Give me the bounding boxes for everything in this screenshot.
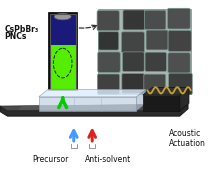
- FancyBboxPatch shape: [122, 73, 144, 94]
- Polygon shape: [18, 105, 136, 110]
- Text: Anti-solvent: Anti-solvent: [85, 155, 131, 164]
- FancyBboxPatch shape: [121, 32, 144, 53]
- Text: Precursor: Precursor: [33, 155, 69, 164]
- Ellipse shape: [54, 13, 71, 20]
- FancyBboxPatch shape: [146, 30, 168, 50]
- Text: Acoustic
Actuation: Acoustic Actuation: [169, 129, 206, 149]
- Bar: [98, 9, 191, 94]
- Polygon shape: [0, 104, 188, 111]
- FancyBboxPatch shape: [168, 53, 190, 73]
- FancyBboxPatch shape: [122, 52, 144, 72]
- Bar: [50, 14, 76, 45]
- Polygon shape: [136, 89, 146, 111]
- Polygon shape: [39, 89, 146, 97]
- FancyBboxPatch shape: [97, 11, 119, 31]
- Bar: [50, 45, 76, 88]
- FancyBboxPatch shape: [145, 52, 167, 71]
- FancyBboxPatch shape: [168, 30, 191, 51]
- FancyBboxPatch shape: [144, 74, 166, 94]
- FancyBboxPatch shape: [98, 32, 119, 50]
- Text: CsPbBr₃: CsPbBr₃: [5, 25, 39, 34]
- Text: PNCs: PNCs: [5, 32, 27, 41]
- Polygon shape: [39, 97, 136, 111]
- Polygon shape: [180, 88, 189, 111]
- FancyBboxPatch shape: [167, 8, 190, 29]
- FancyBboxPatch shape: [98, 52, 120, 72]
- Bar: [50, 14, 76, 88]
- Polygon shape: [143, 88, 189, 95]
- Bar: [48, 12, 78, 90]
- Polygon shape: [143, 95, 180, 111]
- FancyBboxPatch shape: [97, 74, 120, 94]
- Polygon shape: [0, 104, 188, 116]
- FancyBboxPatch shape: [123, 10, 145, 30]
- FancyBboxPatch shape: [145, 10, 166, 29]
- FancyBboxPatch shape: [169, 73, 192, 95]
